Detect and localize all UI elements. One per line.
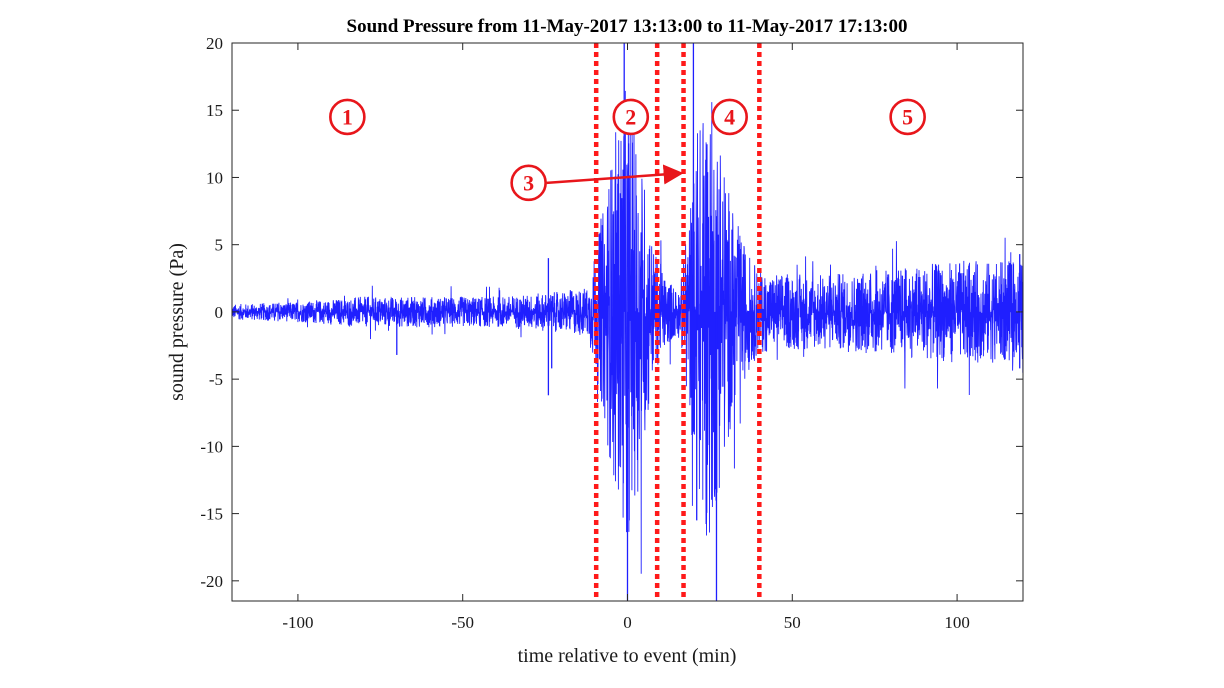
annotation-circle xyxy=(889,98,926,136)
x-tick-label: 100 xyxy=(944,613,970,632)
x-tick-label: 0 xyxy=(623,613,632,632)
annotation-label: 3 xyxy=(523,170,534,195)
y-tick-label: 20 xyxy=(206,34,223,53)
annotation-label: 2 xyxy=(625,104,636,129)
y-tick-label: 10 xyxy=(206,168,223,187)
x-tick-label: -100 xyxy=(282,613,313,632)
y-tick-label: -10 xyxy=(200,437,223,456)
annotation-layer: 1 2 3 4 5 xyxy=(329,43,926,601)
annotation-circle xyxy=(329,98,366,136)
annotation-circle xyxy=(711,98,748,136)
x-tick-label: 50 xyxy=(784,613,801,632)
chart-title: Sound Pressure from 11-May-2017 13:13:00… xyxy=(347,16,908,37)
annotation-circle xyxy=(510,164,547,202)
annotation-circle xyxy=(612,98,650,136)
annotation-label: 4 xyxy=(724,104,735,129)
y-tick-label: 15 xyxy=(206,101,223,120)
x-axis-label: time relative to event (min) xyxy=(518,645,737,667)
y-axis-label: sound pressure (Pa) xyxy=(166,243,188,401)
annotation-label: 5 xyxy=(902,104,913,129)
annotation-arrow xyxy=(546,164,684,185)
y-tick-label: -20 xyxy=(200,572,223,591)
annotation-label: 1 xyxy=(342,104,353,129)
y-tick-label: 0 xyxy=(215,303,224,322)
y-tick-label: -15 xyxy=(200,505,223,524)
y-tick-label: -5 xyxy=(209,370,223,389)
series-line xyxy=(232,90,1023,574)
y-tick-label: 5 xyxy=(215,236,224,255)
x-tick-label: -50 xyxy=(451,613,474,632)
